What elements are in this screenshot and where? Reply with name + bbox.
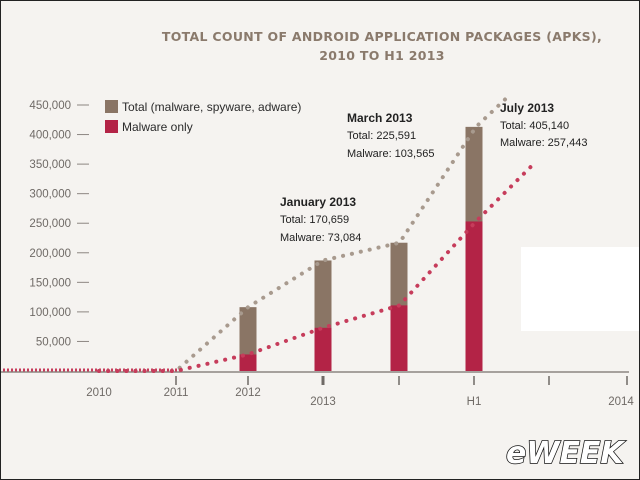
y-tick-label: 250,000 bbox=[29, 218, 71, 230]
legend-swatch-total bbox=[105, 100, 118, 113]
annotation-march-2013: March 2013 Total: 225,591 Malware: 103,5… bbox=[347, 111, 434, 160]
legend-label-malware: Malware only bbox=[122, 120, 193, 134]
y-tick-label: 400,000 bbox=[29, 130, 71, 142]
chart-title-line-2: 2010 TO H1 2013 bbox=[319, 48, 444, 63]
bar-group bbox=[239, 126, 483, 371]
annotation-january-head: January 2013 bbox=[280, 195, 356, 209]
annotation-march-total: Total: 225,591 bbox=[347, 130, 416, 142]
y-tick-label: 200,000 bbox=[29, 248, 71, 260]
bar-malware bbox=[239, 354, 257, 371]
annotation-january-total: Total: 170,659 bbox=[280, 214, 349, 226]
bar-malware bbox=[465, 221, 483, 371]
y-axis: 450,000 400,000 350,000 300,000 250,000 200,0… bbox=[29, 100, 89, 348]
x-tick-label: 2012 bbox=[235, 387, 261, 399]
annotation-july-head: July 2013 bbox=[500, 101, 554, 115]
y-tick-label: 100,000 bbox=[29, 307, 71, 319]
annotation-january-2013: January 2013 Total: 170,659 Malware: 73,… bbox=[280, 195, 361, 244]
legend: Total (malware, spyware, adware) Malware… bbox=[105, 100, 301, 134]
legend-label-total: Total (malware, spyware, adware) bbox=[122, 100, 301, 114]
y-tick-label: 150,000 bbox=[29, 277, 71, 289]
logo-text: eWEEK bbox=[506, 436, 626, 471]
bar-malware bbox=[314, 327, 332, 371]
y-tick-label: 300,000 bbox=[29, 189, 71, 201]
annotation-march-malware: Malware: 103,565 bbox=[347, 148, 434, 160]
x-tick-label: 2010 bbox=[86, 387, 112, 399]
annotation-july-2013: July 2013 Total: 405,140 Malware: 257,44… bbox=[500, 101, 587, 149]
x-tick-label: 2014 bbox=[608, 396, 634, 408]
eweek-logo: eWEEK bbox=[505, 435, 627, 472]
bar-malware bbox=[390, 305, 408, 371]
x-tick-label: 2011 bbox=[164, 387, 189, 399]
x-tick-label: H1 bbox=[467, 396, 482, 408]
annotation-january-malware: Malware: 73,084 bbox=[280, 232, 361, 244]
annotation-july-total: Total: 405,140 bbox=[500, 120, 569, 132]
x-axis: 2010 2011 2012 2013 H1 2014 bbox=[1, 368, 634, 408]
y-tick-label: 50,000 bbox=[36, 336, 71, 348]
annotation-july-malware: Malware: 257,443 bbox=[500, 137, 587, 149]
y-tick-label: 450,000 bbox=[29, 100, 71, 112]
x-tick-label: 2013 bbox=[310, 396, 336, 408]
chart-title-line-1: TOTAL COUNT OF ANDROID APPLICATION PACKA… bbox=[162, 29, 602, 44]
annotation-march-head: March 2013 bbox=[347, 111, 413, 125]
blank-panel bbox=[521, 247, 639, 331]
y-tick-label: 350,000 bbox=[29, 159, 71, 171]
legend-swatch-malware bbox=[105, 120, 118, 133]
